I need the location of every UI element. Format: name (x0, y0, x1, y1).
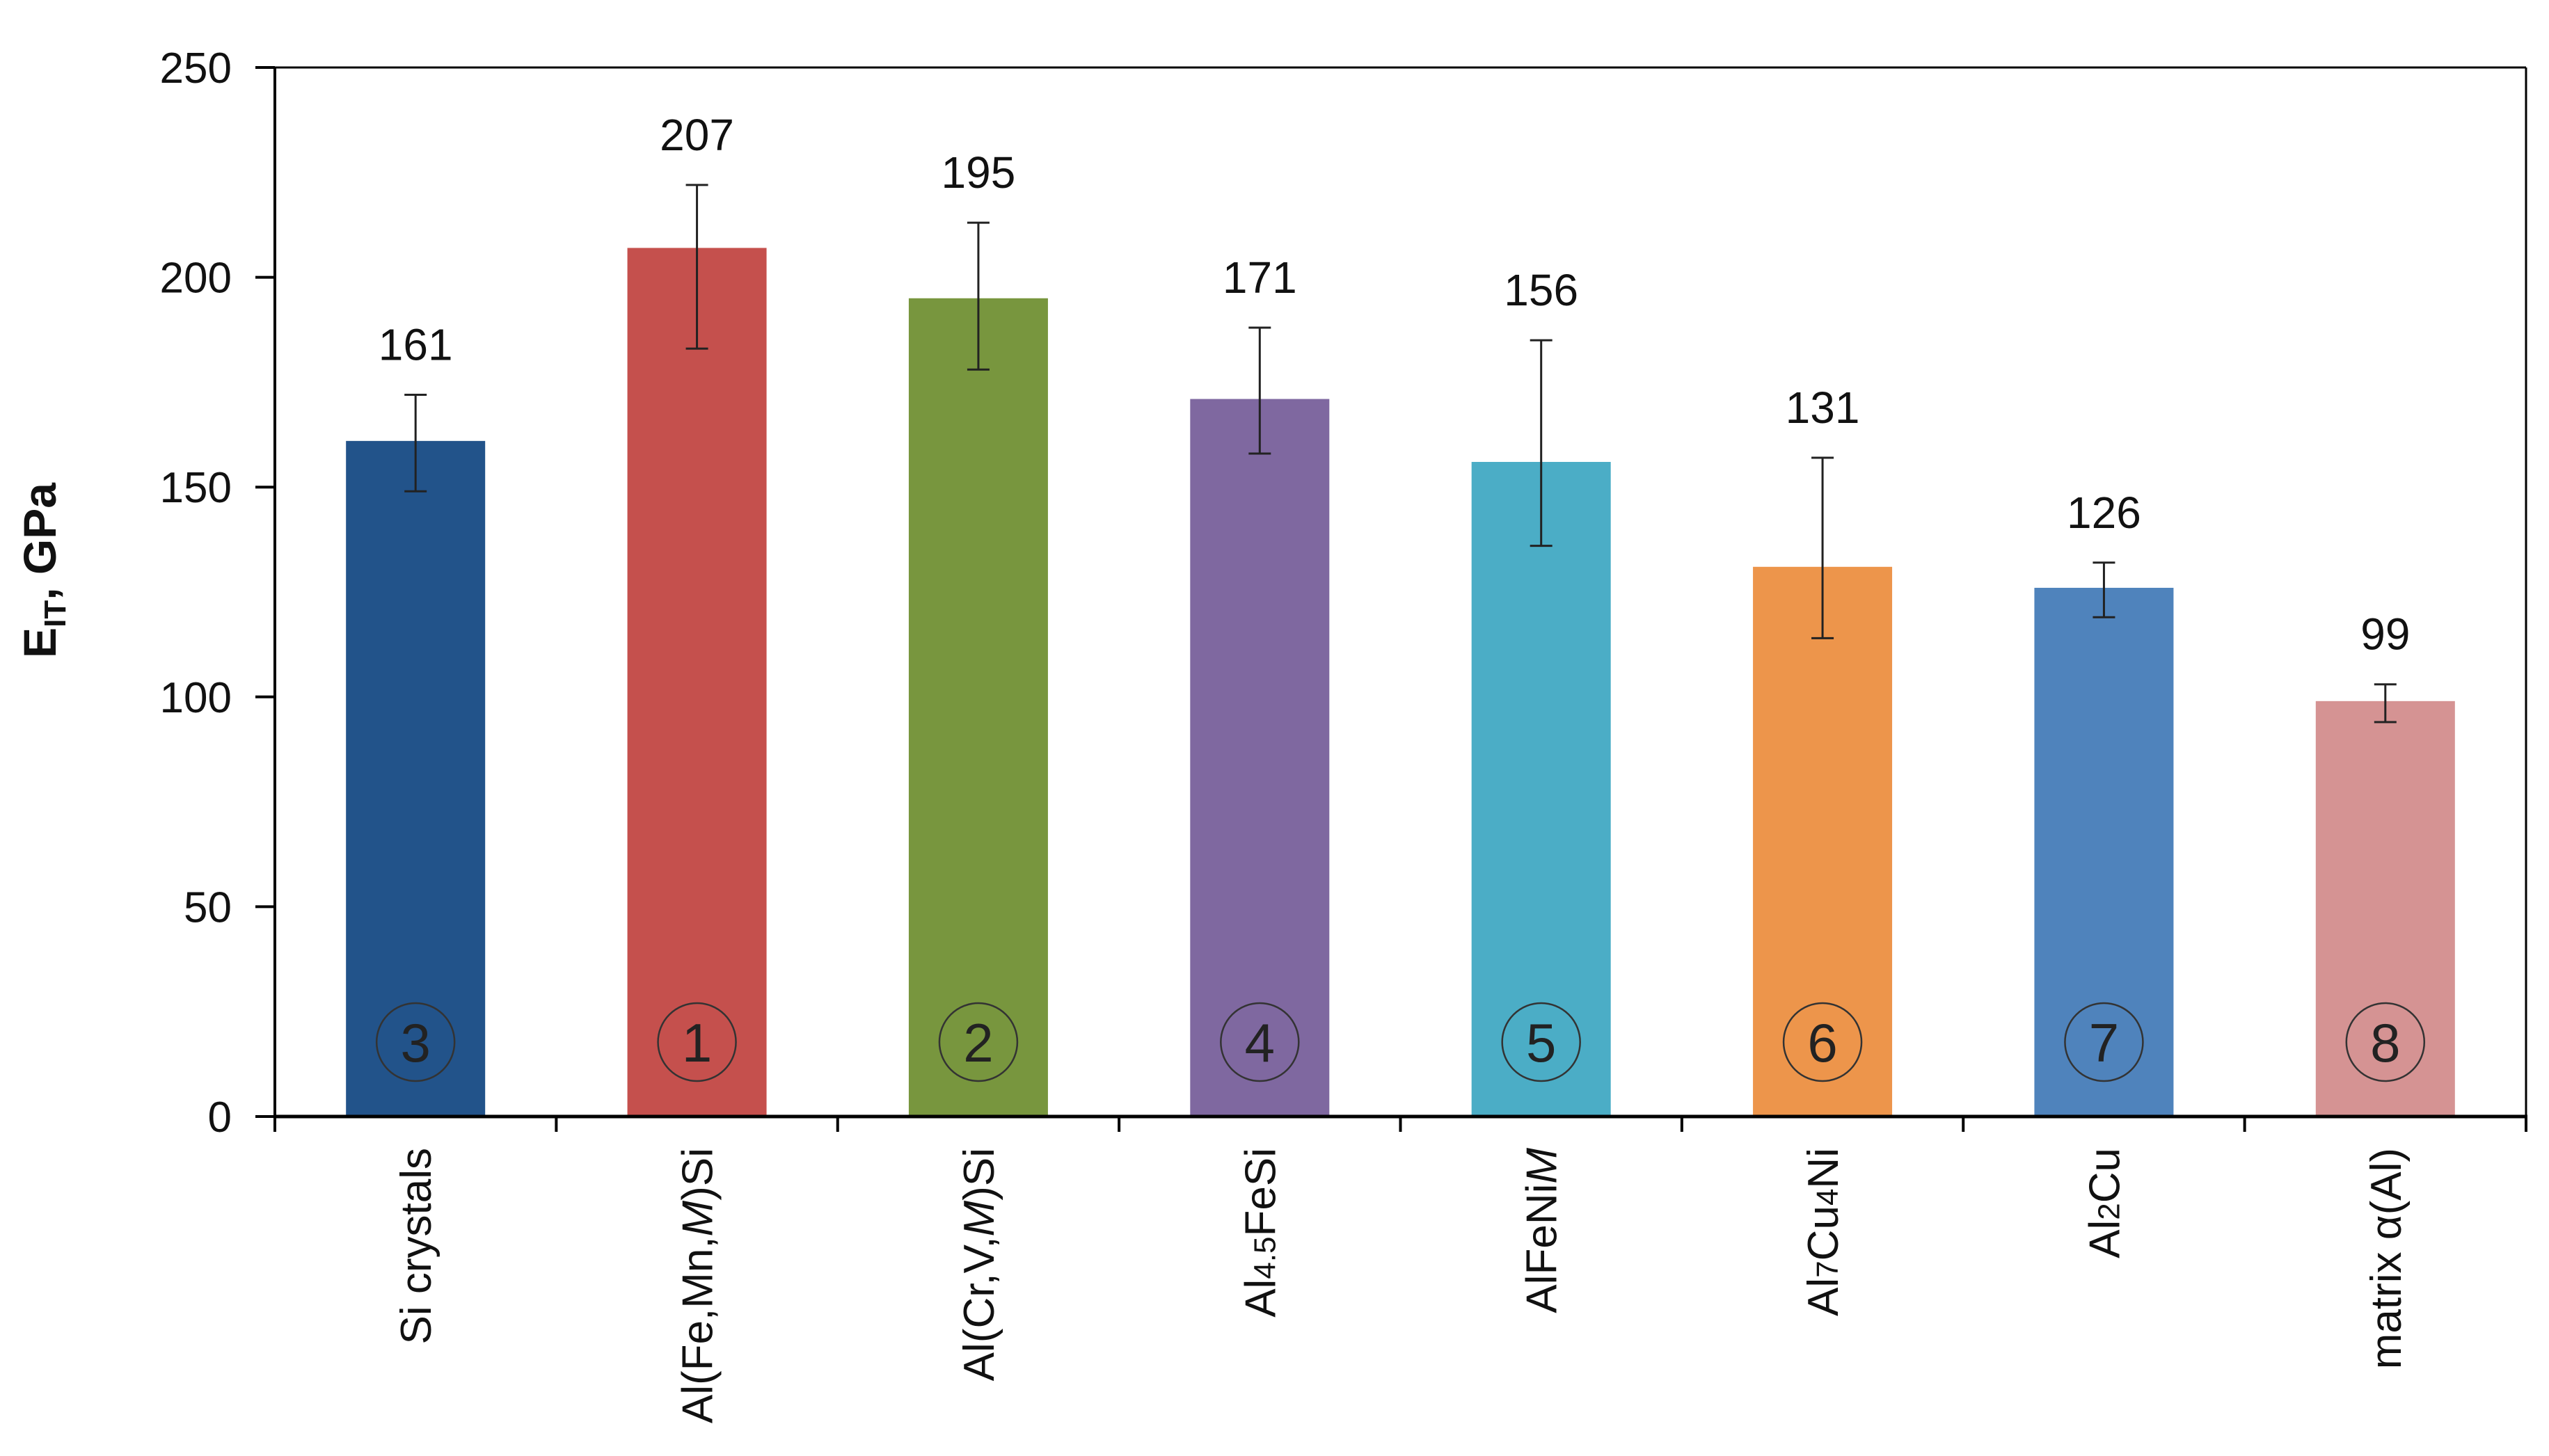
bar-8 (2315, 701, 2455, 1117)
data-label-2: 207 (660, 110, 734, 160)
data-label-5: 156 (1504, 265, 1578, 315)
marker-circle-2 (657, 1002, 737, 1082)
x-tick-label-8: matrix α(Al) (2363, 1148, 2411, 1369)
bar-group-6: 131 6 (1753, 383, 1893, 1117)
marker-circle-1 (375, 1002, 456, 1082)
marker-number-5: 5 (1526, 1012, 1556, 1073)
bar-5 (1471, 462, 1611, 1117)
bar-3 (908, 298, 1048, 1117)
x-tick-label-1: Si crystals (392, 1148, 440, 1344)
data-label-4: 171 (1223, 253, 1297, 303)
marker-number-6: 6 (1807, 1012, 1837, 1073)
marker-number-8: 8 (2370, 1012, 2400, 1073)
y-tick-label-2: 100 (160, 674, 232, 722)
marker-circle-6 (1782, 1002, 1863, 1082)
bar-6 (1753, 566, 1893, 1117)
y-tick-label-3: 150 (160, 464, 232, 512)
marker-circle-8 (2345, 1002, 2426, 1082)
y-axis: 0 50 100 150 200 250 (160, 45, 276, 1142)
y-tick-label-4: 200 (160, 255, 232, 303)
bar-4 (1190, 399, 1330, 1117)
bar-7 (2034, 587, 2174, 1117)
data-label-8: 99 (2360, 609, 2410, 659)
data-label-6: 131 (1786, 383, 1860, 433)
marker-number-2: 1 (682, 1012, 712, 1073)
marker-circle-5 (1501, 1002, 1581, 1082)
x-tick-label-7: Al2Cu (2081, 1148, 2129, 1258)
x-tick-label-2: Al(Fe,Mn,M)Si (674, 1148, 722, 1423)
y-tick-label-0: 0 (208, 1094, 232, 1142)
marker-number-3: 2 (963, 1012, 993, 1073)
marker-circle-7 (2064, 1002, 2144, 1082)
marker-number-4: 4 (1245, 1012, 1275, 1073)
x-axis: Si crystals Al(Fe,Mn,M)Si Al(Cr,V,M)Si Al4.… (273, 1107, 2527, 1423)
data-label-7: 126 (2067, 488, 2141, 538)
y-tick-label-5: 250 (160, 45, 232, 93)
x-tick-label-3: Al(Cr,V,M)Si (955, 1148, 1003, 1381)
bar-group-7: 126 7 (2034, 488, 2174, 1117)
y-axis-label: EIT, GPa (14, 482, 72, 658)
x-tick-label-5: AlFeNiM (1518, 1148, 1566, 1313)
plot-frame (275, 66, 2527, 1117)
marker-circle-3 (938, 1002, 1019, 1082)
bar-group-8: 99 8 (2315, 609, 2455, 1117)
x-tick-label-6: Al7Cu4Ni (1800, 1148, 1848, 1316)
marker-number-7: 7 (2089, 1012, 2119, 1073)
marker-circle-4 (1220, 1002, 1300, 1082)
bar-2 (627, 248, 767, 1117)
data-label-3: 195 (942, 147, 1016, 198)
y-tick-label-1: 50 (184, 883, 232, 931)
marker-number-1: 3 (400, 1012, 430, 1073)
data-label-1: 161 (379, 319, 453, 369)
x-tick-label-4: Al4.5FeSi (1237, 1148, 1285, 1318)
